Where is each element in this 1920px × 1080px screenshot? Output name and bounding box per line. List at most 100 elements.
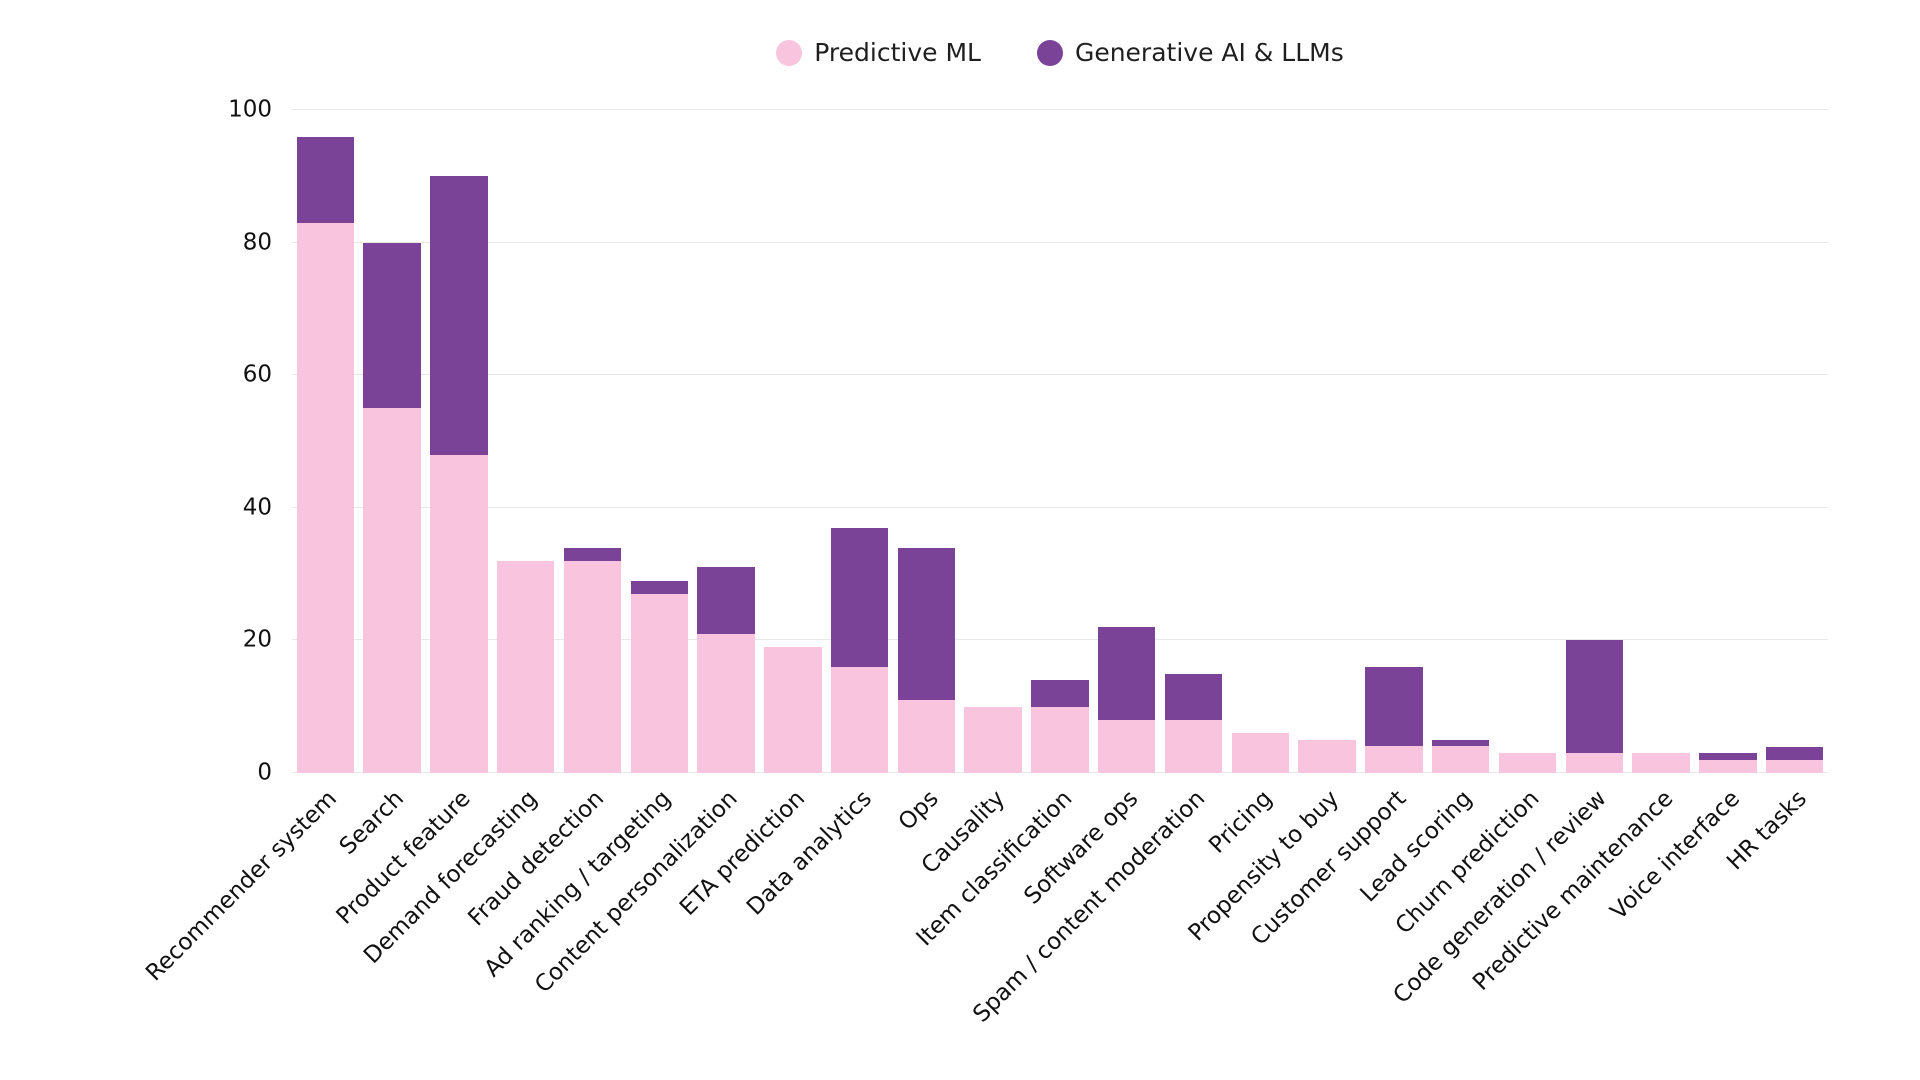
bar-stack <box>497 110 555 773</box>
bar-segment-predictive-ml <box>363 408 421 773</box>
bar-group: Voice interface <box>1605 110 1761 925</box>
plot-area: 0 20 40 60 80 100 Recommender system Search Pro… <box>142 98 1828 1028</box>
bar-stack <box>764 110 822 773</box>
bar-segment-predictive-ml <box>563 560 622 773</box>
bar-segment-predictive-ml <box>1431 746 1490 773</box>
bar-group: Customer support <box>1246 110 1428 951</box>
bar-group: Fraud detection <box>464 110 626 931</box>
bar-group: Ops <box>893 110 960 836</box>
bar-group: Code generation / review <box>1388 110 1628 1009</box>
bar-group: Propensity to buy <box>1183 110 1361 946</box>
x-axis-category-label: Ops <box>893 785 944 836</box>
x-axis-category-label: Recommender system <box>141 785 343 987</box>
bar-stack <box>1098 110 1156 773</box>
y-axis-tick-label: 100 <box>228 96 272 123</box>
bar-group: ETA prediction <box>675 110 826 921</box>
bar-segment-predictive-ml <box>1498 753 1557 773</box>
legend-item-predictive-ml: Predictive ML <box>776 38 981 67</box>
y-axis-tick-label: 40 <box>242 494 272 521</box>
bar-segment-generative-ai <box>363 242 421 409</box>
bar-segment-generative-ai <box>897 547 956 701</box>
bar-group: Demand forecasting <box>359 110 559 969</box>
bar-stack <box>1565 110 1623 773</box>
bar-stack <box>697 110 755 773</box>
bar-segment-predictive-ml <box>830 666 889 773</box>
bar-segment-predictive-ml <box>1365 746 1423 773</box>
legend-item-generative-ai: Generative AI & LLMs <box>1036 38 1344 67</box>
bar-segment-predictive-ml <box>296 222 355 773</box>
bar-stack <box>1699 110 1757 773</box>
bar-group: Software ops <box>1020 110 1160 910</box>
bar-segment-predictive-ml <box>497 560 555 773</box>
bar-group: Product feature <box>332 110 493 930</box>
bar-group: Ad ranking / targeting <box>480 110 693 982</box>
bar-stack <box>1298 110 1356 773</box>
bar-stack <box>964 110 1022 773</box>
bar-segment-generative-ai <box>697 567 755 634</box>
bar-segment-generative-ai <box>1565 640 1623 754</box>
bar-stack <box>1765 110 1824 773</box>
bar-group: Item classification <box>911 110 1094 951</box>
gridline <box>292 241 1828 243</box>
bar-stack <box>1231 110 1290 773</box>
legend-label-generative-ai: Generative AI & LLMs <box>1074 38 1344 67</box>
bar-group: HR tasks <box>1722 110 1828 875</box>
bar-group: Data analytics <box>742 110 893 921</box>
bar-segment-generative-ai <box>1365 666 1423 747</box>
bar-segment-generative-ai <box>1164 673 1223 720</box>
bar-segment-generative-ai <box>1699 753 1757 760</box>
bars-container: Recommender system Search Product feature D… <box>142 110 1828 1028</box>
bar-stack <box>630 110 689 773</box>
bar-segment-predictive-ml <box>764 647 822 773</box>
bar-segment-generative-ai <box>1765 746 1824 760</box>
bar-segment-predictive-ml <box>1031 706 1089 773</box>
gridline <box>292 109 1828 110</box>
bar-segment-predictive-ml <box>1164 719 1223 773</box>
bar-group: Lead scoring <box>1356 110 1494 907</box>
bar-group: Content personalization <box>530 110 760 998</box>
y-axis-tick-label: 60 <box>242 361 272 388</box>
bar-stack <box>563 110 622 773</box>
bar-segment-generative-ai <box>1098 627 1156 720</box>
bar-segment-generative-ai <box>563 547 622 561</box>
bar-group: Pricing <box>1204 110 1294 859</box>
bar-segment-generative-ai <box>430 176 488 455</box>
bar-stack <box>1632 110 1690 773</box>
chart-legend: Predictive ML Generative AI & LLMs <box>292 38 1828 67</box>
legend-label-predictive-ml: Predictive ML <box>814 38 981 67</box>
bar-segment-predictive-ml <box>697 633 755 773</box>
bar-segment-predictive-ml <box>1565 753 1623 773</box>
bar-stack <box>363 110 421 773</box>
bar-segment-predictive-ml <box>1098 719 1156 773</box>
bar-segment-predictive-ml <box>1298 739 1356 773</box>
gridline <box>292 506 1828 508</box>
bar-stack <box>1431 110 1490 773</box>
bar-group: Causality <box>917 110 1027 879</box>
bar-group: Spam / content moderation <box>968 110 1227 1028</box>
bar-stack <box>1498 110 1557 773</box>
bar-segment-predictive-ml <box>1699 759 1757 773</box>
bar-stack <box>830 110 889 773</box>
y-axis-tick-label: 0 <box>257 759 272 786</box>
bar-segment-predictive-ml <box>630 594 689 773</box>
bar-stack <box>1031 110 1089 773</box>
gridline <box>292 639 1828 641</box>
bar-segment-predictive-ml <box>1231 733 1290 773</box>
gridline <box>292 374 1828 376</box>
bar-segment-predictive-ml <box>964 706 1022 773</box>
bar-group: Predictive maintenance <box>1468 110 1695 996</box>
bar-segment-generative-ai <box>630 580 689 594</box>
bar-segment-predictive-ml <box>430 454 488 773</box>
legend-swatch-generative-ai <box>1036 39 1063 66</box>
bar-segment-generative-ai <box>830 527 889 667</box>
y-axis-tick-label: 80 <box>242 229 272 256</box>
bar-stack <box>1164 110 1223 773</box>
bar-stack <box>1365 110 1423 773</box>
x-axis-category-label: Data analytics <box>741 785 877 921</box>
bar-group: Recommender system <box>142 110 359 986</box>
y-axis: 0 20 40 60 80 100 <box>228 98 1828 784</box>
bar-segment-generative-ai <box>1031 680 1089 707</box>
bar-stack <box>897 110 956 773</box>
bar-segment-generative-ai <box>1431 739 1490 747</box>
